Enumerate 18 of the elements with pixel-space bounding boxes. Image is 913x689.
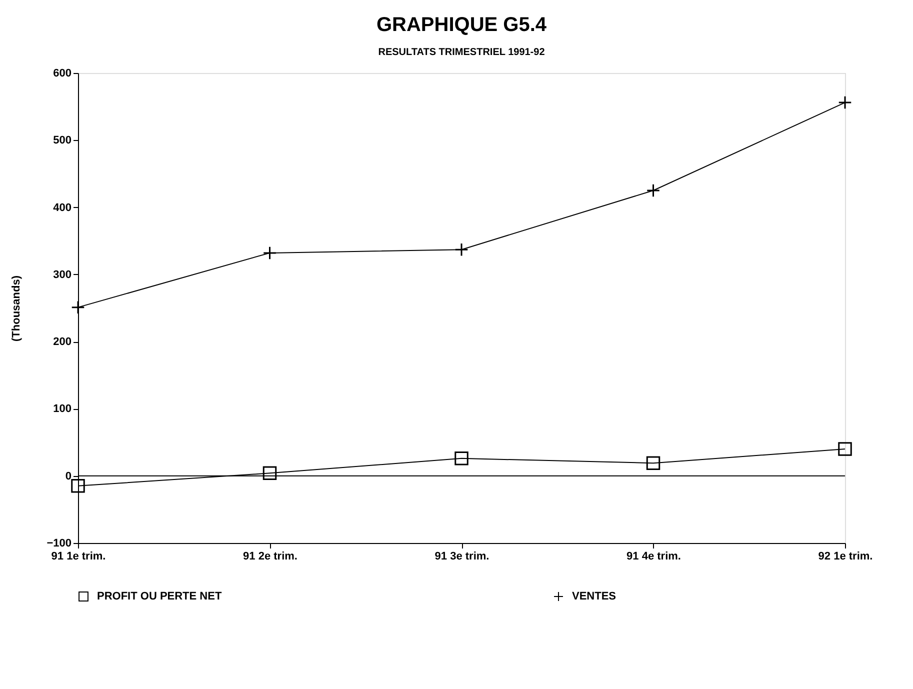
x-tick-label: 91 1e trim. — [51, 550, 106, 562]
y-tick-label: 0 — [65, 470, 72, 482]
x-tick-label: 91 2e trim. — [243, 550, 298, 562]
y-tick-label: 300 — [53, 268, 72, 281]
y-tick-label: 200 — [53, 336, 72, 348]
chart-subtitle: RESULTATS TRIMESTRIEL 1991-92 — [378, 47, 546, 58]
y-tick-label: 400 — [53, 202, 72, 214]
y-tick-label: −100 — [46, 538, 72, 550]
legend-label: VENTES — [572, 590, 616, 603]
chart-title: GRAPHIQUE G5.4 — [376, 14, 548, 36]
x-tick-label: 91 4e trim. — [626, 550, 681, 562]
y-axis-title: (Thousands) — [10, 275, 23, 342]
x-tick-label: 92 1e trim. — [818, 550, 873, 562]
legend-label: PROFIT OU PERTE NET — [97, 590, 222, 603]
y-tick-label: 600 — [53, 68, 72, 80]
x-tick-label: 91 3e trim. — [434, 550, 490, 562]
y-tick-label: 500 — [53, 134, 72, 147]
y-tick-label: 100 — [53, 403, 72, 416]
